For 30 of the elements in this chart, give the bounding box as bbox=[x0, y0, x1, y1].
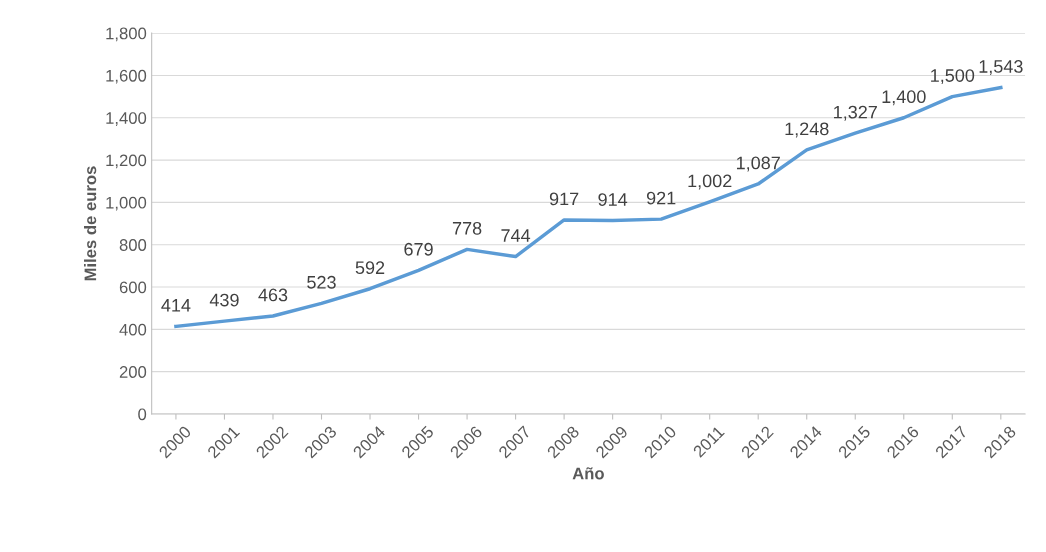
y-tick-label: 1,000 bbox=[106, 196, 147, 211]
text: 1,500 bbox=[931, 69, 975, 85]
text: 1,002 bbox=[688, 174, 732, 190]
text: 921 bbox=[646, 191, 676, 205]
y-tick-label: 600 bbox=[119, 281, 147, 294]
text: 592 bbox=[355, 261, 385, 275]
y-tick-label: 1,600 bbox=[106, 69, 147, 84]
y-tick-label: 400 bbox=[119, 323, 147, 336]
text: 1,248 bbox=[785, 122, 829, 138]
y-tick-label: 200 bbox=[119, 366, 147, 378]
y-tick-label: 1,200 bbox=[106, 154, 147, 169]
text: 414 bbox=[161, 299, 191, 312]
text: 1,543 bbox=[979, 60, 1023, 75]
text: 744 bbox=[501, 229, 531, 242]
x-axis-title: Año bbox=[572, 467, 604, 480]
text: 439 bbox=[209, 293, 239, 307]
y-tick-label: 0 bbox=[138, 408, 147, 421]
text: 1,400 bbox=[882, 90, 926, 106]
y-tick-label: 1,800 bbox=[106, 27, 147, 42]
text: 917 bbox=[549, 192, 579, 206]
text: 679 bbox=[404, 242, 433, 256]
text: 1,087 bbox=[736, 156, 780, 172]
text: 1,327 bbox=[834, 105, 877, 121]
y-tick-label: 800 bbox=[119, 239, 147, 251]
text: 463 bbox=[258, 288, 288, 302]
y-axis-title: Miles de euros bbox=[84, 166, 97, 281]
text: 778 bbox=[452, 221, 482, 235]
text: 523 bbox=[307, 275, 336, 289]
y-tick-label: 1,400 bbox=[106, 112, 147, 126]
text: 914 bbox=[598, 193, 628, 206]
